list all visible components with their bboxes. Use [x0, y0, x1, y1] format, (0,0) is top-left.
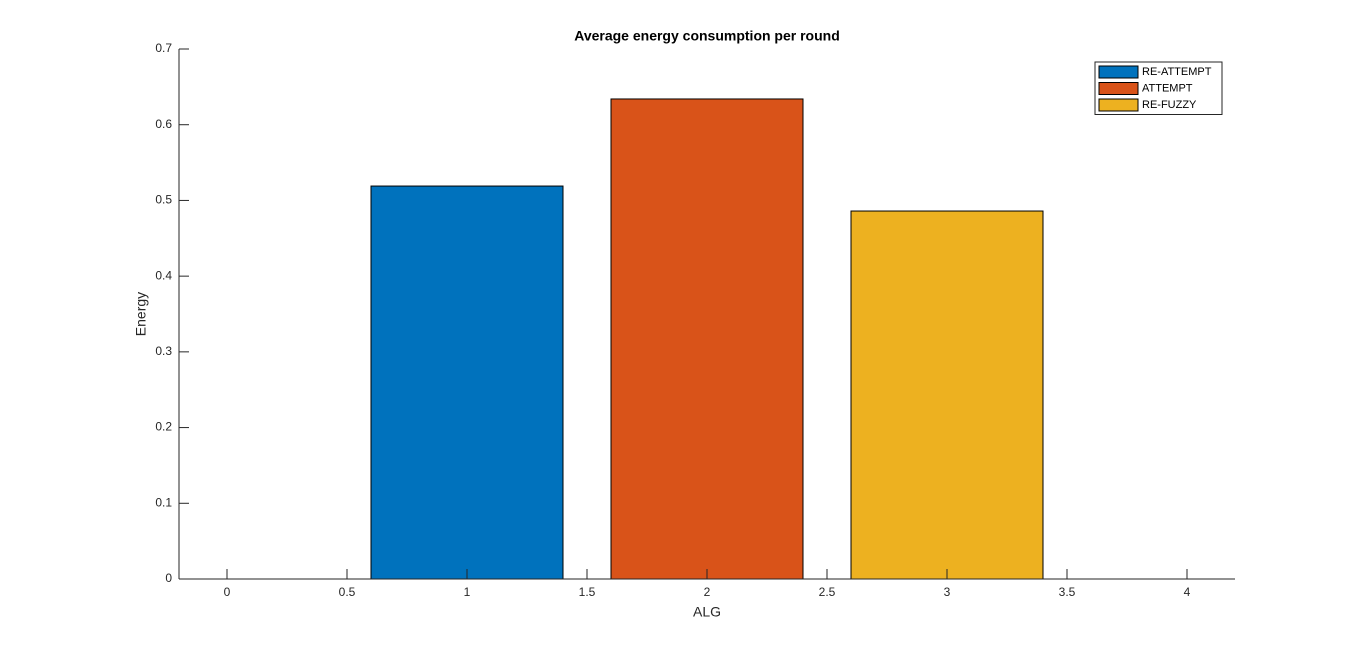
y-tick-label: 0.6 — [155, 117, 172, 131]
x-tick-label: 3 — [944, 585, 951, 599]
x-tick-label: 0 — [224, 585, 231, 599]
legend-swatch — [1098, 65, 1139, 79]
x-tick-label: 3.5 — [1059, 585, 1076, 599]
y-axis-label: Energy — [133, 292, 149, 336]
bar — [610, 98, 804, 580]
x-tick-label: 4 — [1184, 585, 1191, 599]
bar — [370, 185, 564, 580]
y-tick-label: 0.7 — [155, 41, 172, 55]
y-tick-label: 0.2 — [155, 420, 172, 434]
x-tick-label: 1 — [464, 585, 471, 599]
legend-swatch — [1098, 82, 1139, 95]
legend-label: ATTEMPT — [1142, 82, 1193, 94]
chart-title: Average energy consumption per round — [574, 28, 840, 44]
x-axis-label: ALG — [693, 604, 721, 620]
x-tick-label: 2 — [704, 585, 711, 599]
y-tick-label: 0.4 — [155, 268, 172, 282]
x-tick-label: 2.5 — [819, 585, 836, 599]
y-tick-label: 0.5 — [155, 193, 172, 207]
y-tick-label: 0 — [165, 571, 172, 585]
x-tick-label: 1.5 — [579, 585, 596, 599]
y-tick-label: 0.3 — [155, 344, 172, 358]
legend-label: RE-ATTEMPT — [1142, 66, 1212, 78]
y-tick-label: 0.1 — [155, 495, 172, 509]
legend-swatch — [1098, 98, 1139, 112]
x-tick-label: 0.5 — [339, 585, 356, 599]
legend-label: RE-FUZZY — [1142, 99, 1197, 111]
bar — [850, 210, 1044, 580]
